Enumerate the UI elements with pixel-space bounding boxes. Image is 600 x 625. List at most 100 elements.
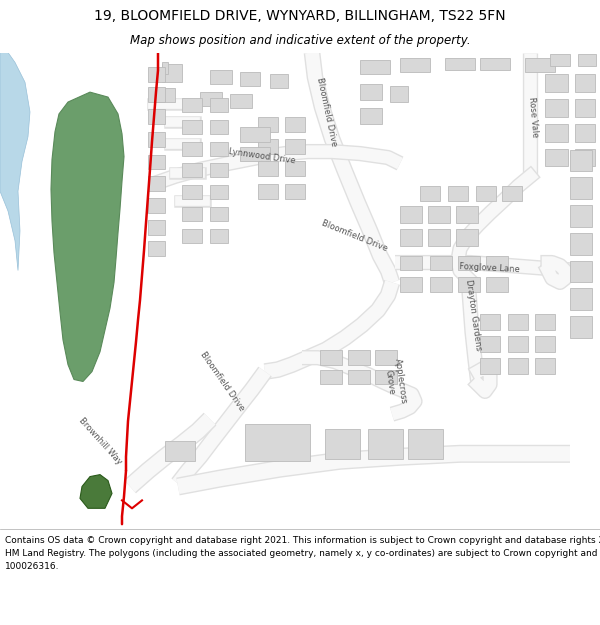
Text: Lynnwood Drive: Lynnwood Drive bbox=[228, 148, 296, 166]
Polygon shape bbox=[200, 92, 222, 106]
Polygon shape bbox=[570, 177, 592, 199]
Polygon shape bbox=[486, 278, 508, 292]
Polygon shape bbox=[182, 142, 202, 156]
Polygon shape bbox=[375, 350, 397, 364]
Polygon shape bbox=[400, 59, 430, 72]
Text: Contains OS data © Crown copyright and database right 2021. This information is : Contains OS data © Crown copyright and d… bbox=[5, 536, 600, 571]
Polygon shape bbox=[165, 441, 195, 461]
Text: Bloomfield Drive: Bloomfield Drive bbox=[198, 350, 246, 413]
Polygon shape bbox=[420, 186, 440, 201]
Polygon shape bbox=[375, 369, 397, 384]
Polygon shape bbox=[240, 147, 270, 161]
Polygon shape bbox=[456, 229, 478, 246]
Polygon shape bbox=[570, 233, 592, 254]
Polygon shape bbox=[525, 59, 555, 72]
Polygon shape bbox=[210, 120, 228, 134]
Polygon shape bbox=[240, 127, 270, 142]
Polygon shape bbox=[148, 68, 165, 82]
Polygon shape bbox=[575, 99, 595, 117]
Polygon shape bbox=[480, 357, 500, 374]
Text: Map shows position and indicative extent of the property.: Map shows position and indicative extent… bbox=[130, 34, 470, 48]
Text: Foxglove Lane: Foxglove Lane bbox=[460, 262, 521, 274]
Polygon shape bbox=[400, 229, 422, 246]
Polygon shape bbox=[210, 207, 228, 221]
Polygon shape bbox=[51, 92, 124, 381]
Polygon shape bbox=[285, 139, 305, 154]
Polygon shape bbox=[368, 429, 403, 459]
Polygon shape bbox=[270, 74, 288, 88]
Polygon shape bbox=[570, 261, 592, 282]
Text: Applecross
Grove: Applecross Grove bbox=[382, 357, 408, 406]
Polygon shape bbox=[390, 86, 408, 102]
Polygon shape bbox=[458, 256, 480, 271]
Polygon shape bbox=[535, 357, 555, 374]
Polygon shape bbox=[182, 229, 202, 242]
Polygon shape bbox=[240, 72, 260, 86]
Polygon shape bbox=[535, 336, 555, 352]
Polygon shape bbox=[155, 88, 175, 102]
Text: 19, BLOOMFIELD DRIVE, WYNYARD, BILLINGHAM, TS22 5FN: 19, BLOOMFIELD DRIVE, WYNYARD, BILLINGHA… bbox=[94, 9, 506, 22]
Polygon shape bbox=[258, 161, 278, 176]
Text: Bloomfield Drive: Bloomfield Drive bbox=[321, 219, 389, 253]
Polygon shape bbox=[508, 314, 528, 330]
Polygon shape bbox=[325, 429, 360, 459]
Polygon shape bbox=[428, 229, 450, 246]
Text: Drayton Gardens: Drayton Gardens bbox=[464, 279, 482, 351]
Polygon shape bbox=[545, 124, 568, 142]
Polygon shape bbox=[348, 369, 370, 384]
Text: Rose Vale: Rose Vale bbox=[527, 96, 539, 138]
Polygon shape bbox=[502, 186, 522, 201]
Polygon shape bbox=[508, 336, 528, 352]
Polygon shape bbox=[148, 198, 165, 213]
Polygon shape bbox=[476, 186, 496, 201]
Polygon shape bbox=[400, 206, 422, 223]
Polygon shape bbox=[480, 59, 510, 71]
Polygon shape bbox=[360, 108, 382, 124]
Polygon shape bbox=[480, 314, 500, 330]
Polygon shape bbox=[210, 142, 228, 156]
Text: Bloomfield Drive: Bloomfield Drive bbox=[315, 77, 339, 148]
Polygon shape bbox=[445, 59, 475, 71]
Polygon shape bbox=[162, 62, 168, 74]
Polygon shape bbox=[148, 109, 165, 124]
Text: Brownhill Way: Brownhill Way bbox=[77, 416, 123, 466]
Polygon shape bbox=[575, 124, 595, 142]
Polygon shape bbox=[285, 161, 305, 176]
Polygon shape bbox=[570, 205, 592, 227]
Polygon shape bbox=[148, 241, 165, 256]
Polygon shape bbox=[400, 256, 422, 271]
Polygon shape bbox=[550, 54, 570, 66]
Polygon shape bbox=[210, 98, 228, 112]
Polygon shape bbox=[210, 164, 228, 177]
Polygon shape bbox=[430, 256, 452, 271]
Polygon shape bbox=[575, 74, 595, 92]
Polygon shape bbox=[320, 350, 342, 364]
Polygon shape bbox=[245, 424, 310, 461]
Polygon shape bbox=[508, 357, 528, 374]
Polygon shape bbox=[148, 220, 165, 235]
Polygon shape bbox=[486, 256, 508, 271]
Polygon shape bbox=[285, 117, 305, 132]
Polygon shape bbox=[80, 474, 112, 508]
Polygon shape bbox=[210, 71, 232, 84]
Polygon shape bbox=[148, 154, 165, 169]
Polygon shape bbox=[535, 314, 555, 330]
Polygon shape bbox=[360, 61, 390, 74]
Polygon shape bbox=[258, 139, 278, 154]
Polygon shape bbox=[285, 184, 305, 199]
Polygon shape bbox=[148, 176, 165, 191]
Polygon shape bbox=[182, 185, 202, 199]
Polygon shape bbox=[348, 350, 370, 364]
Polygon shape bbox=[182, 120, 202, 134]
Polygon shape bbox=[456, 206, 478, 223]
Polygon shape bbox=[148, 132, 165, 147]
Polygon shape bbox=[258, 184, 278, 199]
Polygon shape bbox=[480, 336, 500, 352]
Polygon shape bbox=[258, 117, 278, 132]
Polygon shape bbox=[575, 149, 595, 166]
Polygon shape bbox=[578, 54, 596, 66]
Polygon shape bbox=[428, 206, 450, 223]
Polygon shape bbox=[400, 278, 422, 292]
Polygon shape bbox=[570, 288, 592, 310]
Polygon shape bbox=[320, 369, 342, 384]
